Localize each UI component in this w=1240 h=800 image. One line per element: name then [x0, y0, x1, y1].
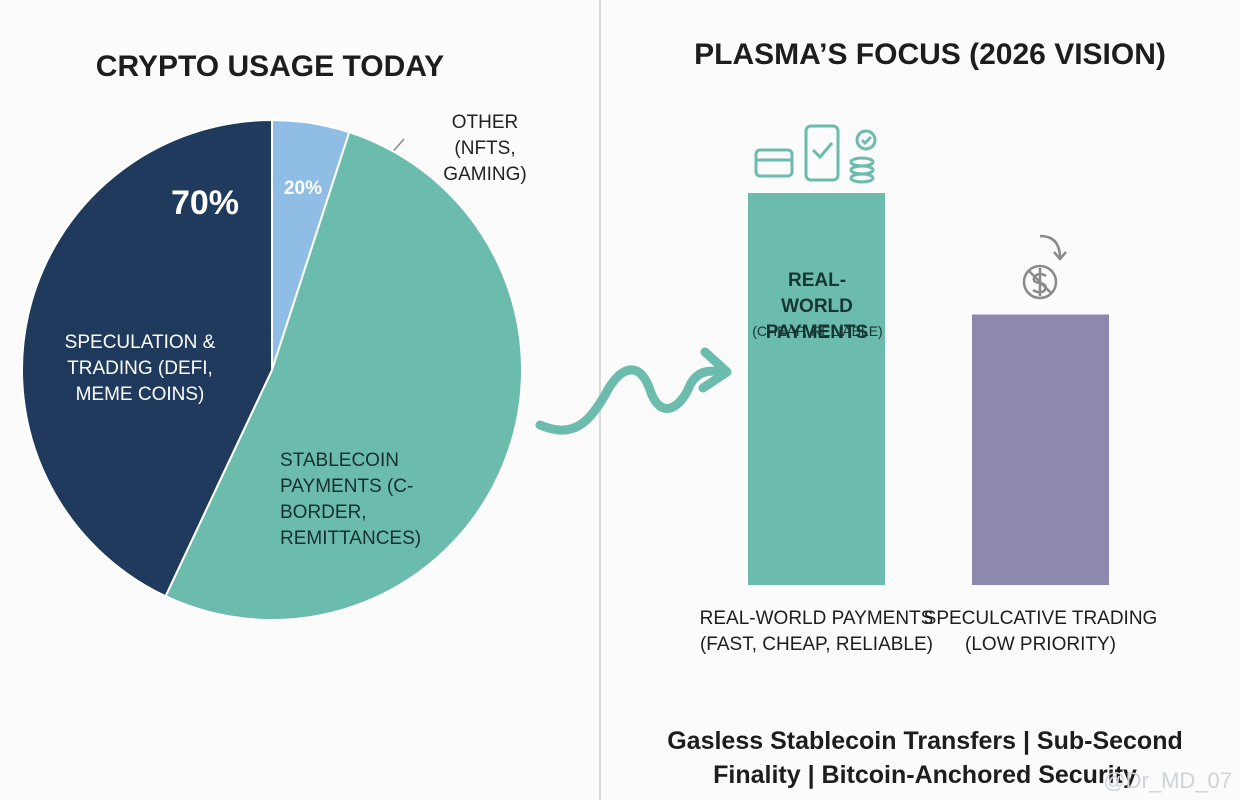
bar-title: PLASMA’S FOCUS (2026 VISION): [694, 38, 1166, 71]
slice-label: OTHER (NFTS, GAMING): [443, 112, 527, 185]
arrow-head: [698, 347, 732, 393]
pie-slice: [21, 118, 273, 598]
slice-annotation: 70%: [170, 184, 240, 222]
x-tick-label: REAL-WORLD PAYMENTS (FAST, CHEAP, RELIAB…: [699, 608, 934, 655]
bar-text: (CHEAP, RELIABLE): [752, 323, 883, 339]
x-tick-label: SPECULCATIVE TRADING (LOW PRIORITY): [923, 608, 1158, 655]
watermark: @Dr_MD_07: [1103, 768, 1232, 793]
slice-label: SPECULATION & TRADING (DEFI, MEME COINS): [64, 332, 216, 405]
bar: [972, 314, 1109, 585]
pie-title: CRYPTO USAGE TODAY: [95, 50, 445, 83]
bar: [748, 193, 885, 585]
bar-text: REAL-WORLD PAYMENTS: [765, 270, 869, 343]
no-dollar-icon: [1022, 234, 1067, 300]
transition-arrow: [535, 365, 727, 435]
payment-icons: [754, 124, 877, 184]
slice-label: STABLECOIN PAYMENTS (C-BORDER, REMITTANC…: [280, 450, 422, 549]
footer: Gasless Stablecoin Transfers | Sub-Secon…: [667, 727, 1183, 789]
slice-annotation: 20%: [283, 178, 323, 199]
pie-slice: [164, 130, 523, 621]
